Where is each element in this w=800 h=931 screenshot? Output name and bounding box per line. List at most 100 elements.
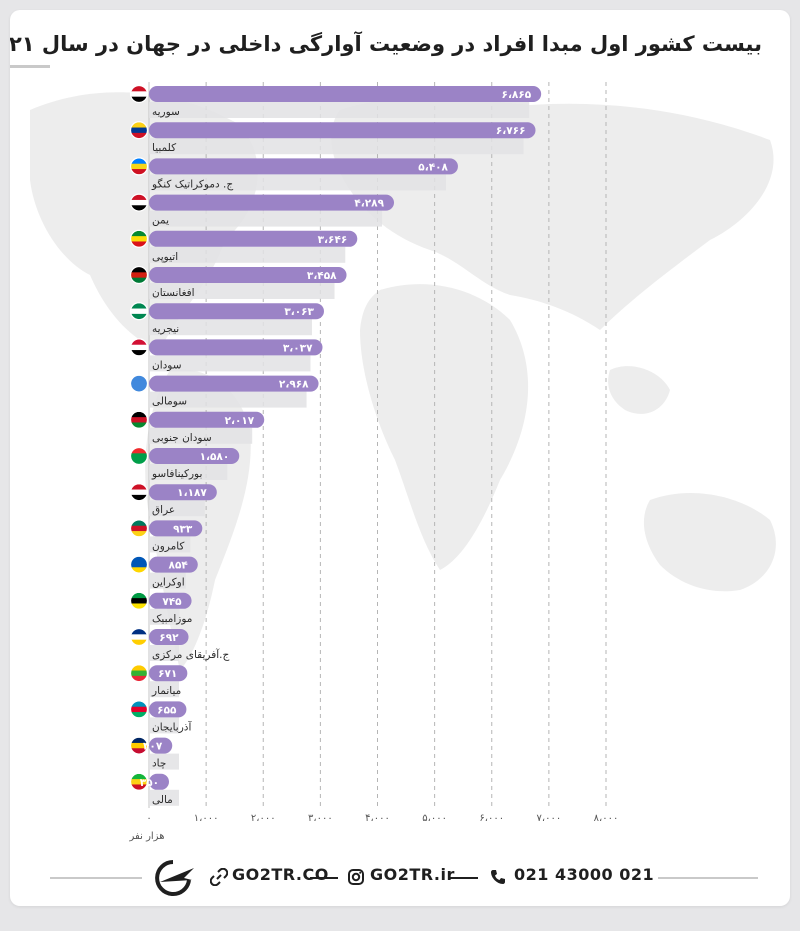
bar-shadow bbox=[149, 210, 383, 227]
x-tick-label: ۳،۰۰۰ bbox=[308, 813, 333, 824]
flag-icon bbox=[129, 772, 149, 791]
bar bbox=[149, 411, 265, 428]
value-label: ۵،۴۰۸ bbox=[418, 161, 448, 173]
bar bbox=[149, 194, 395, 211]
bar bbox=[149, 773, 169, 790]
category-label: افغانستان bbox=[152, 287, 195, 299]
chart-title: بیست کشور اول مبدا افراد در وضعیت آوارگی… bbox=[10, 32, 762, 56]
phone-text[interactable]: 021 43000 021 bbox=[514, 865, 655, 884]
category-label: مالی bbox=[152, 794, 173, 806]
infographic-card: بیست کشور اول مبدا افراد در وضعیت آوارگی… bbox=[10, 10, 790, 906]
flag-icon bbox=[129, 374, 149, 393]
title-area: بیست کشور اول مبدا افراد در وضعیت آوارگی… bbox=[10, 32, 790, 72]
bar-shadow bbox=[149, 319, 312, 336]
bar bbox=[149, 592, 192, 609]
value-label: ۴۰۷ bbox=[143, 741, 163, 753]
title-decorative-line bbox=[10, 65, 50, 68]
x-tick-label: ۵،۰۰۰ bbox=[422, 813, 447, 824]
bar bbox=[149, 230, 358, 247]
bar-shadow bbox=[149, 536, 191, 553]
bar-shadow bbox=[149, 427, 253, 444]
bar bbox=[149, 520, 203, 537]
phone-icon bbox=[491, 870, 505, 884]
x-tick-label: ۶،۰۰۰ bbox=[479, 813, 504, 824]
bar-chart: ۶،۸۶۵ سوریه ۶،۷۶۶ کلمبیا ۵،۴۰۸ ج. دموکراتیک ک… bbox=[129, 82, 618, 842]
flag-icon bbox=[129, 519, 149, 538]
bar bbox=[149, 122, 536, 139]
category-label: کامرون bbox=[152, 540, 184, 552]
bar-shadow bbox=[149, 500, 205, 517]
bar-shadow bbox=[149, 608, 180, 625]
flag-icon bbox=[129, 700, 149, 719]
bar bbox=[149, 665, 188, 682]
bar bbox=[149, 86, 542, 102]
footer-right-line bbox=[658, 877, 758, 879]
bar bbox=[149, 701, 187, 718]
value-label: ۸۵۴ bbox=[169, 560, 189, 572]
value-label: ۳،۴۵۸ bbox=[307, 270, 337, 282]
bar bbox=[149, 303, 324, 320]
flag-icon bbox=[129, 555, 149, 574]
instagram-text[interactable]: GO2TR.ir bbox=[370, 865, 455, 884]
bar-shadow bbox=[149, 138, 524, 155]
flag-icon bbox=[129, 591, 149, 610]
category-label: بورکینافاسو bbox=[151, 468, 202, 480]
value-label: ۱،۱۸۷ bbox=[177, 487, 207, 499]
footer: GO2TR.CO GO2TR.ir 021 43000 021 bbox=[10, 858, 790, 898]
bar-shadow bbox=[149, 246, 346, 263]
x-tick-label: ۰ bbox=[146, 813, 151, 824]
x-tick-label: ۲،۰۰۰ bbox=[251, 813, 276, 824]
flag-icon bbox=[129, 157, 149, 176]
flag-icon bbox=[129, 736, 149, 755]
category-label: اوکراین bbox=[152, 577, 185, 589]
flag-icon bbox=[129, 446, 149, 466]
value-label: ۳،۰۳۷ bbox=[283, 342, 313, 354]
x-tick-label: ۷،۰۰۰ bbox=[537, 813, 562, 824]
bar-shadow bbox=[149, 464, 228, 480]
footer-left-line bbox=[50, 877, 142, 879]
value-label: ۹۳۳ bbox=[173, 523, 193, 535]
bar bbox=[149, 629, 189, 645]
bar bbox=[149, 484, 217, 501]
bar bbox=[149, 556, 198, 573]
category-label: سودان جنوبی bbox=[152, 432, 212, 444]
category-label: آذربایجان bbox=[152, 720, 192, 733]
value-label: ۶،۷۶۶ bbox=[496, 125, 526, 137]
category-label: کلمبیا bbox=[152, 142, 176, 154]
flag-icon bbox=[129, 84, 149, 104]
website-text[interactable]: GO2TR.CO bbox=[232, 865, 329, 884]
bar-shadow bbox=[149, 789, 179, 806]
category-label: اتیوپی bbox=[152, 251, 178, 263]
value-label: ۶،۸۶۵ bbox=[502, 89, 532, 101]
bar bbox=[149, 375, 319, 392]
value-label: ۷۴۵ bbox=[162, 596, 182, 608]
category-label: ج. دموکراتیک کنگو bbox=[151, 177, 233, 190]
value-label: ۶۵۵ bbox=[157, 704, 177, 716]
logo-icon bbox=[155, 860, 194, 896]
flag-icon bbox=[129, 265, 149, 285]
flag-icon bbox=[129, 664, 149, 683]
flag-icon bbox=[129, 121, 149, 140]
bar bbox=[149, 448, 240, 464]
category-label: ج.آفریقای مرکزی bbox=[152, 648, 229, 661]
bar-shadow bbox=[149, 681, 179, 698]
footer-separator-1 bbox=[310, 877, 338, 879]
footer-separator-2 bbox=[450, 877, 478, 879]
flag-icon bbox=[129, 302, 149, 321]
category-label: سومالی bbox=[152, 396, 187, 408]
value-label: ۶۷۱ bbox=[158, 668, 177, 680]
category-label: عراق bbox=[152, 504, 175, 516]
link-icon bbox=[210, 868, 228, 886]
x-tick-label: ۴،۰۰۰ bbox=[365, 813, 390, 824]
value-label: ۲،۹۶۸ bbox=[279, 379, 309, 391]
flag-icon bbox=[129, 410, 149, 429]
value-label: ۴،۲۸۹ bbox=[354, 198, 384, 210]
bar-shadow bbox=[149, 174, 446, 191]
instagram-icon bbox=[348, 869, 364, 885]
category-label: یمن bbox=[152, 215, 169, 227]
value-label: ۲،۰۱۷ bbox=[225, 415, 255, 427]
bar bbox=[149, 158, 458, 175]
bar bbox=[149, 267, 347, 283]
bar-shadow bbox=[149, 753, 179, 770]
unit-label: هزار نفر bbox=[129, 831, 165, 842]
